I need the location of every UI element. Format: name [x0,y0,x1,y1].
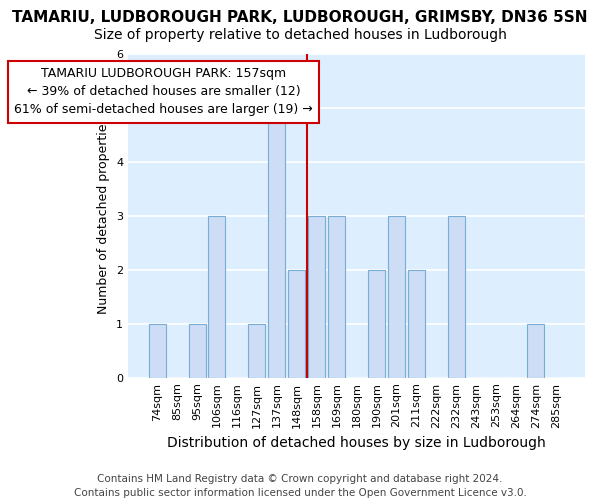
Bar [308,216,325,378]
Text: Contains HM Land Registry data © Crown copyright and database right 2024.
Contai: Contains HM Land Registry data © Crown c… [74,474,526,498]
Bar [149,324,166,378]
Bar [248,324,265,378]
Bar [368,270,385,378]
Bar [268,108,285,378]
Bar [408,270,425,378]
Bar [527,324,544,378]
Bar [388,216,405,378]
Bar [288,270,305,378]
Bar [328,216,345,378]
Text: Size of property relative to detached houses in Ludborough: Size of property relative to detached ho… [94,28,506,42]
Text: TAMARIU LUDBOROUGH PARK: 157sqm
← 39% of detached houses are smaller (12)
61% of: TAMARIU LUDBOROUGH PARK: 157sqm ← 39% of… [14,68,313,116]
Text: TAMARIU, LUDBOROUGH PARK, LUDBOROUGH, GRIMSBY, DN36 5SN: TAMARIU, LUDBOROUGH PARK, LUDBOROUGH, GR… [12,10,588,25]
Bar [188,324,206,378]
Y-axis label: Number of detached properties: Number of detached properties [97,118,110,314]
Bar [208,216,226,378]
X-axis label: Distribution of detached houses by size in Ludborough: Distribution of detached houses by size … [167,436,546,450]
Bar [448,216,464,378]
